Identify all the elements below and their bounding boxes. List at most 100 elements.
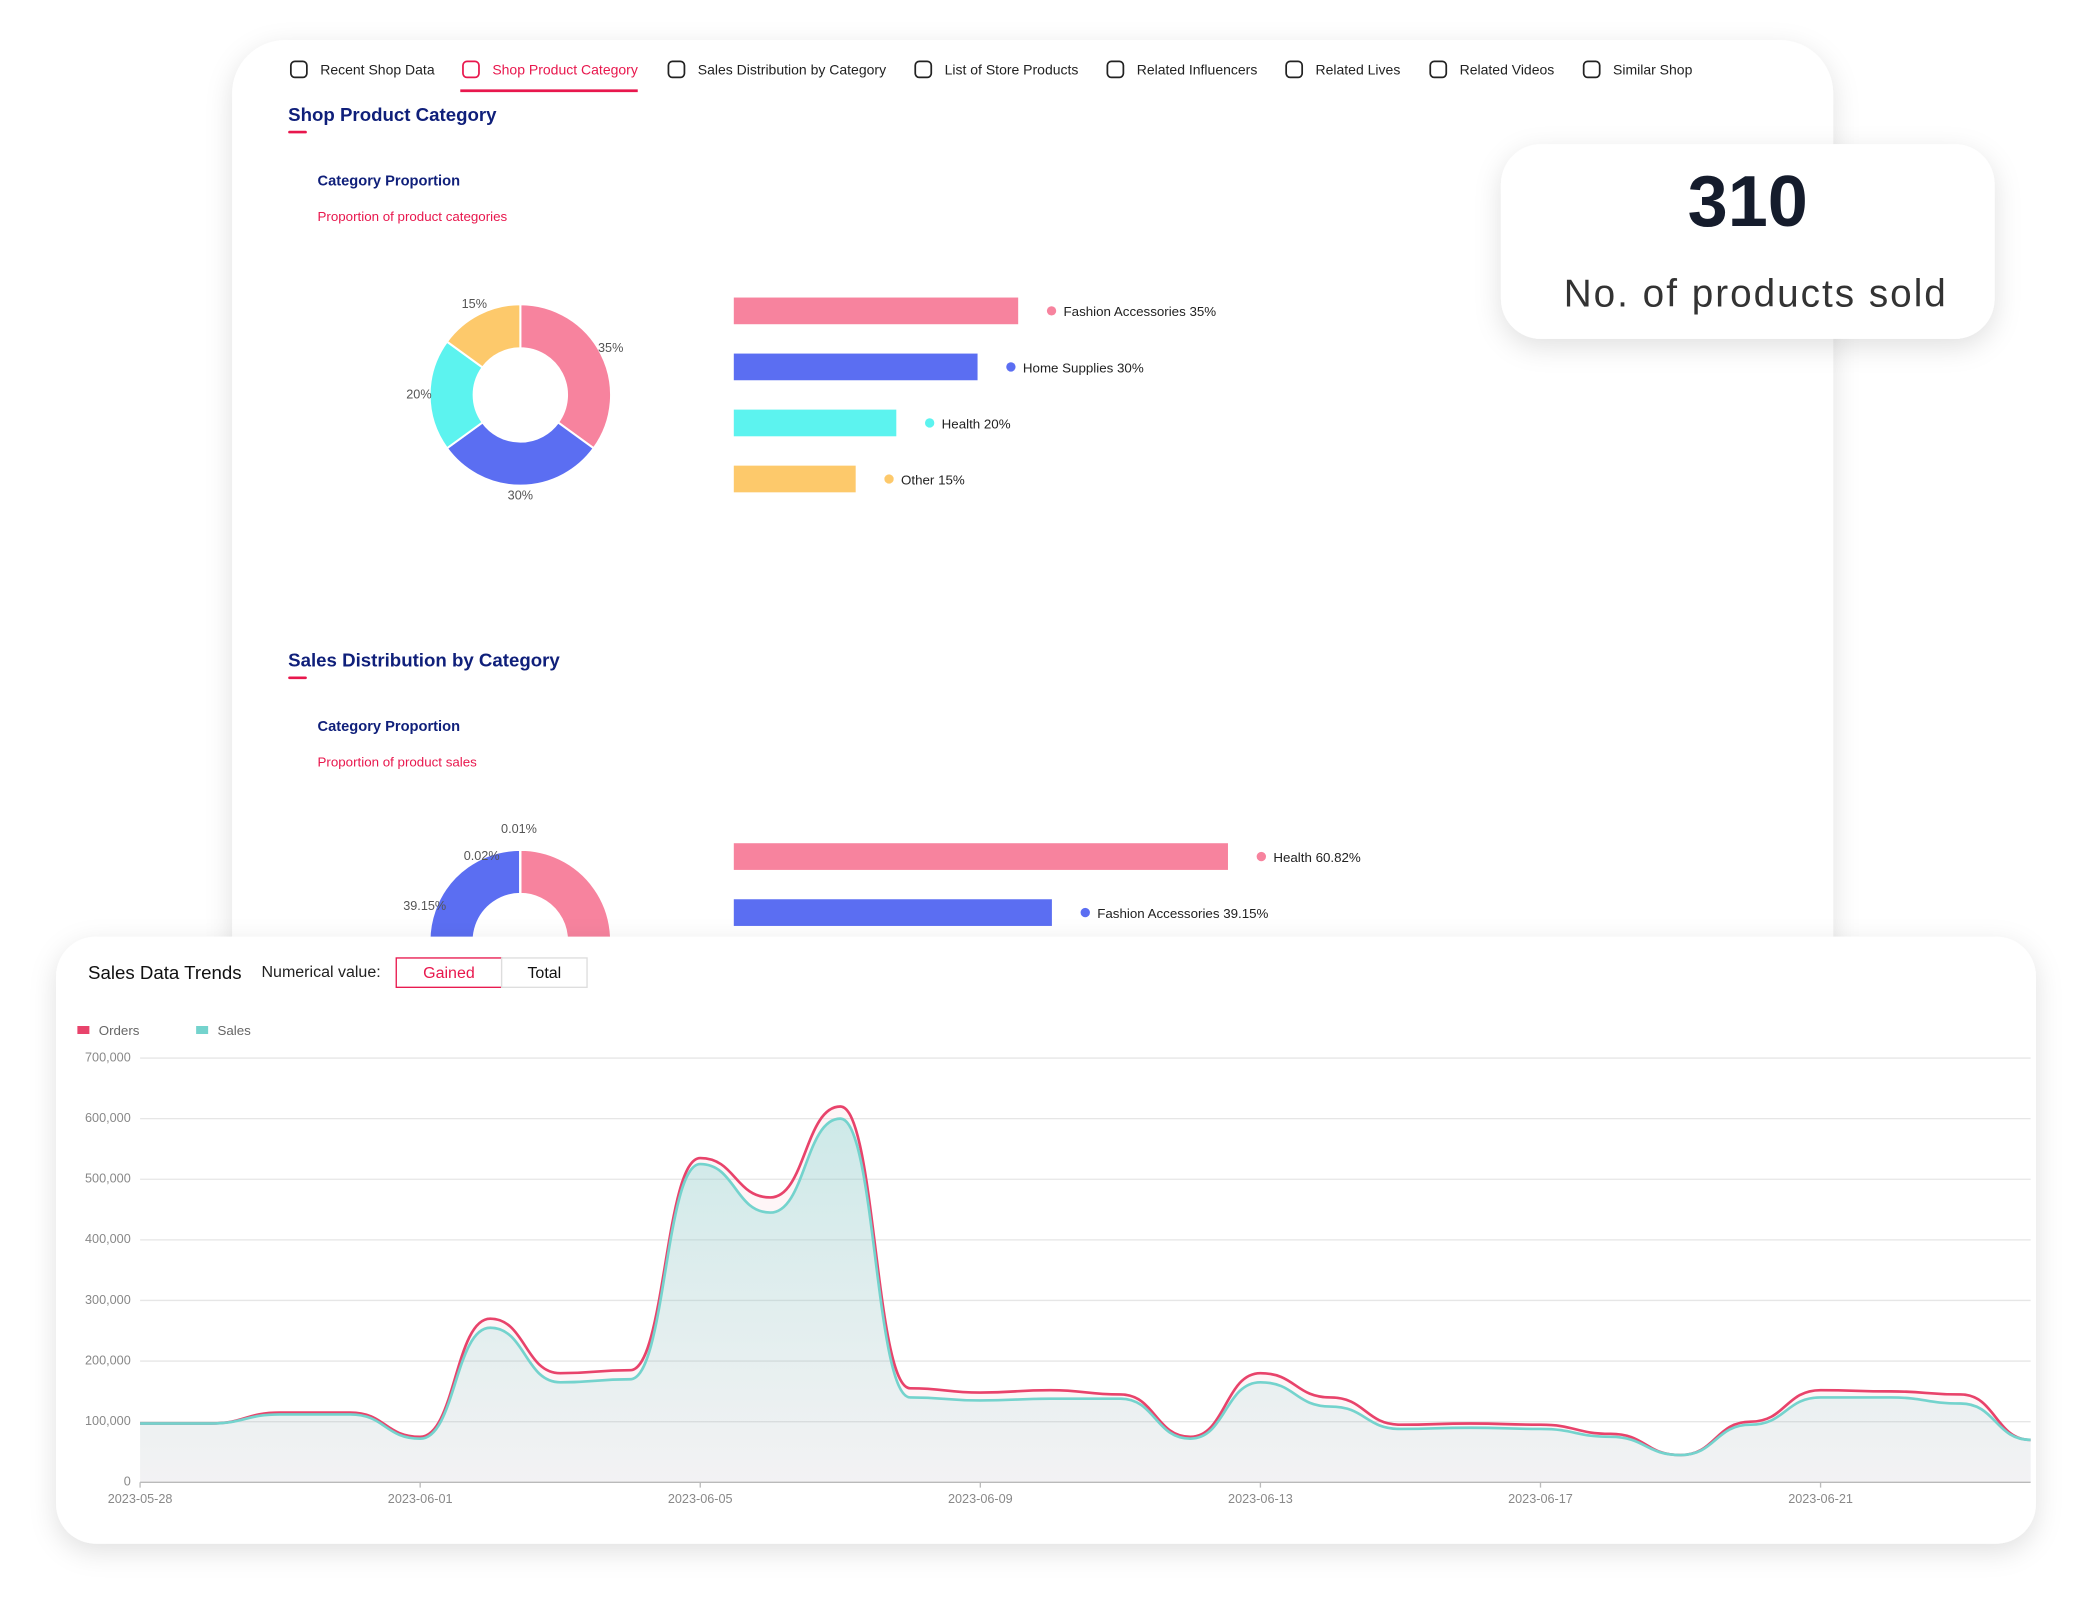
y-tick-label: 400,000 [85,1232,131,1246]
legend-value: 39.15% [1223,905,1268,920]
toggle-button[interactable]: Gained [395,957,503,988]
legend-value: 60.82% [1316,849,1361,864]
x-tick-label: 2023-05-28 [108,1492,173,1506]
donut-slice [519,303,612,450]
legend-name: Fashion Accessories [1097,905,1220,920]
legend-dot [1256,851,1266,862]
tab-label: List of Store Products [945,61,1079,77]
donut-label: 20% [406,387,431,401]
tab[interactable]: Shop Product Category [460,60,638,93]
bar-legend: Health 60.82% [1273,849,1361,864]
y-tick-label: 600,000 [85,1111,131,1125]
tab-icon [914,60,933,79]
tab-label: Sales Distribution by Category [698,61,886,77]
bar [733,297,1019,325]
legend-name: Other [901,472,935,487]
tab-label: Recent Shop Data [320,61,435,77]
section-title: Sales Distribution by Category [288,650,560,671]
stat-value: 310 [1688,162,1808,242]
x-tick-label: 2023-06-17 [1508,1492,1573,1506]
donut-label: 35% [598,341,623,355]
x-tick-label: 2023-06-21 [1788,1492,1853,1506]
button-label: Total [527,965,561,982]
chart-title: Category Proportion [318,173,461,189]
tab[interactable]: List of Store Products [914,60,1079,79]
bar-legend: Other 15% [901,472,965,487]
bar [733,899,1052,926]
legend-dot [1080,907,1090,918]
y-tick-label: 300,000 [85,1293,131,1307]
tab-icon [1429,60,1448,79]
legend-name: Health [1273,849,1312,864]
tab-icon [1582,60,1601,79]
y-tick-label: 100,000 [85,1414,131,1428]
donut-label: 0.01% [501,822,537,836]
trend-title: Sales Data Trends [88,962,241,983]
y-tick-label: 500,000 [85,1172,131,1186]
chart-subtitle: Proportion of product sales [318,755,478,770]
tab-icon [289,60,308,79]
section-title: Shop Product Category [288,104,497,125]
legend-dot [924,418,935,428]
section-accent [288,130,307,134]
legend-label: Sales [217,1023,251,1038]
tab-label: Related Videos [1460,61,1555,77]
bar [733,409,897,437]
button-label: Gained [423,965,475,982]
legend-name: Fashion Accessories [1064,304,1187,319]
y-tick-label: 0 [124,1475,131,1489]
button-box [395,957,503,988]
stat-label: No. of products sold [1564,272,1948,315]
legend-value: 15% [938,472,965,487]
donut-label: 30% [508,489,533,503]
tab-label: Related Lives [1316,61,1401,77]
x-tick-label: 2023-06-09 [948,1492,1013,1506]
x-tick-label: 2023-06-13 [1228,1492,1293,1506]
tab-label: Similar Shop [1613,61,1693,77]
x-tick-label: 2023-06-05 [668,1492,733,1506]
donut-label: 15% [462,297,487,311]
control-label: Numerical value: [262,964,381,981]
donut-label: 0.02% [464,849,500,863]
legend-name: Home Supplies [1023,360,1114,375]
x-tick-label: 2023-06-01 [388,1492,453,1506]
button-box [500,957,588,988]
tab[interactable]: Recent Shop Data [289,60,435,79]
series-area [140,1118,2031,1483]
legend-value: 20% [984,416,1011,431]
y-tick-label: 700,000 [85,1050,131,1064]
tab-icon [1285,60,1304,79]
bar-legend: Fashion Accessories 39.15% [1097,905,1268,920]
toggle-button[interactable]: Total [500,957,588,988]
legend-name: Health [942,416,981,431]
legend-swatch [77,1026,90,1035]
donut-label: 39.15% [403,899,446,913]
legend-value: 30% [1117,360,1144,375]
legend-swatch [196,1026,209,1035]
bar [733,465,856,493]
tab[interactable]: Related Lives [1285,60,1401,79]
legend-dot [1046,306,1057,316]
donut-slice [445,420,596,487]
tab-icon [1106,60,1125,79]
tab-icon [667,60,686,79]
donut-slice [445,303,522,369]
chart-subtitle: Proportion of product categories [318,209,508,224]
tab[interactable]: Related Videos [1429,60,1555,79]
tab-label: Related Influencers [1137,61,1258,77]
tab[interactable]: Similar Shop [1582,60,1693,79]
bar-legend: Health 20% [942,416,1011,431]
bar-legend: Fashion Accessories 35% [1064,304,1217,319]
stat-card [1500,144,1995,339]
legend-dot [884,474,894,484]
tab[interactable]: Sales Distribution by Category [667,60,886,79]
legend-dot [1006,362,1016,372]
main-card [232,40,1834,1001]
series-line [140,1117,2031,1457]
tab[interactable]: Related Influencers [1106,60,1258,79]
tab-icon [462,60,480,79]
bar-legend: Home Supplies 30% [1023,360,1144,375]
section-accent [288,676,307,680]
